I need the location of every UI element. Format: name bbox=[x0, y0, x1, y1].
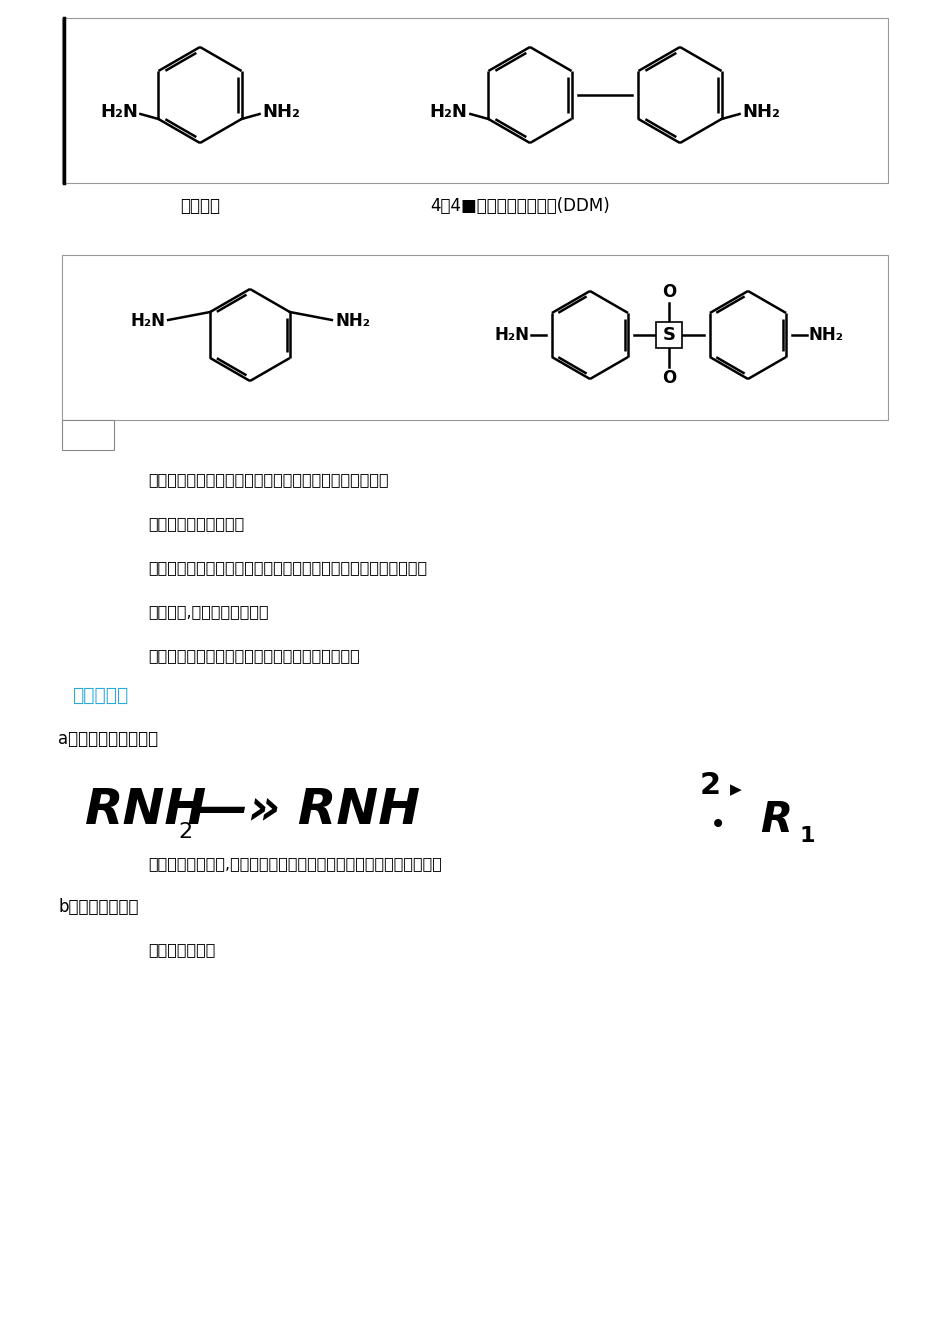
Text: 丙烯腼与多元胺: 丙烯腼与多元胺 bbox=[148, 941, 216, 958]
Text: H₂N: H₂N bbox=[130, 312, 165, 330]
Bar bbox=[62, 420, 114, 450]
Text: ▶: ▶ bbox=[730, 783, 742, 798]
Text: NH₂: NH₂ bbox=[809, 326, 844, 344]
Text: R: R bbox=[760, 799, 792, 841]
Text: 4，4■二氨基二苯基甲烷(DDM): 4，4■二氨基二苯基甲烷(DDM) bbox=[430, 197, 610, 215]
Text: 改性多元胺: 改性多元胺 bbox=[72, 686, 128, 705]
Text: H₂N: H₂N bbox=[429, 103, 467, 121]
Bar bbox=[62, 17, 888, 183]
FancyBboxPatch shape bbox=[656, 322, 682, 348]
Text: S: S bbox=[662, 326, 675, 344]
Text: b、迈克尔加成：: b、迈克尔加成： bbox=[58, 898, 139, 916]
Text: a、坏氧化合物加成：: a、坏氧化合物加成： bbox=[58, 731, 158, 748]
Text: H₂N: H₂N bbox=[494, 326, 529, 344]
Text: 2: 2 bbox=[700, 771, 721, 799]
Text: 2: 2 bbox=[178, 822, 192, 842]
Text: O: O bbox=[662, 369, 676, 387]
Text: H₂N: H₂N bbox=[101, 103, 139, 121]
Text: NH₂: NH₂ bbox=[336, 312, 370, 330]
Text: 活性低，大多加热固化: 活性低，大多加热固化 bbox=[148, 516, 244, 530]
Text: 加成物分子量变大,沸点粘度增加，挥发性与毒性减弱，改善原有脆性: 加成物分子量变大,沸点粘度增加，挥发性与毒性减弱，改善原有脆性 bbox=[148, 855, 442, 872]
Text: NH₂: NH₂ bbox=[262, 103, 300, 121]
Text: 多为固体,燕点高，工艺性差: 多为固体,燕点高，工艺性差 bbox=[148, 604, 269, 619]
Text: RNH: RNH bbox=[85, 786, 207, 834]
Text: O: O bbox=[662, 283, 676, 301]
Text: 1: 1 bbox=[800, 826, 815, 846]
Bar bbox=[62, 255, 888, 420]
Text: —» RNH: —» RNH bbox=[198, 786, 420, 834]
Text: 固化物耐热性好，耐化学性机械强度均优于脂肪族多元胺: 固化物耐热性好，耐化学性机械强度均优于脂肪族多元胺 bbox=[148, 471, 389, 488]
Text: 氮原子因苯环导致电子云密度降低，碱性减弱，以及苯环位阻效应: 氮原子因苯环导致电子云密度降低，碱性减弱，以及苯环位阻效应 bbox=[148, 560, 428, 575]
Text: 间苯二胺: 间苯二胺 bbox=[180, 197, 220, 215]
Text: •: • bbox=[710, 811, 726, 839]
Text: NH₂: NH₂ bbox=[743, 103, 781, 121]
Text: 液化，低共燕点混合，多元胺与单缩水日油醛加成: 液化，低共燕点混合，多元胺与单缩水日油醛加成 bbox=[148, 649, 360, 663]
